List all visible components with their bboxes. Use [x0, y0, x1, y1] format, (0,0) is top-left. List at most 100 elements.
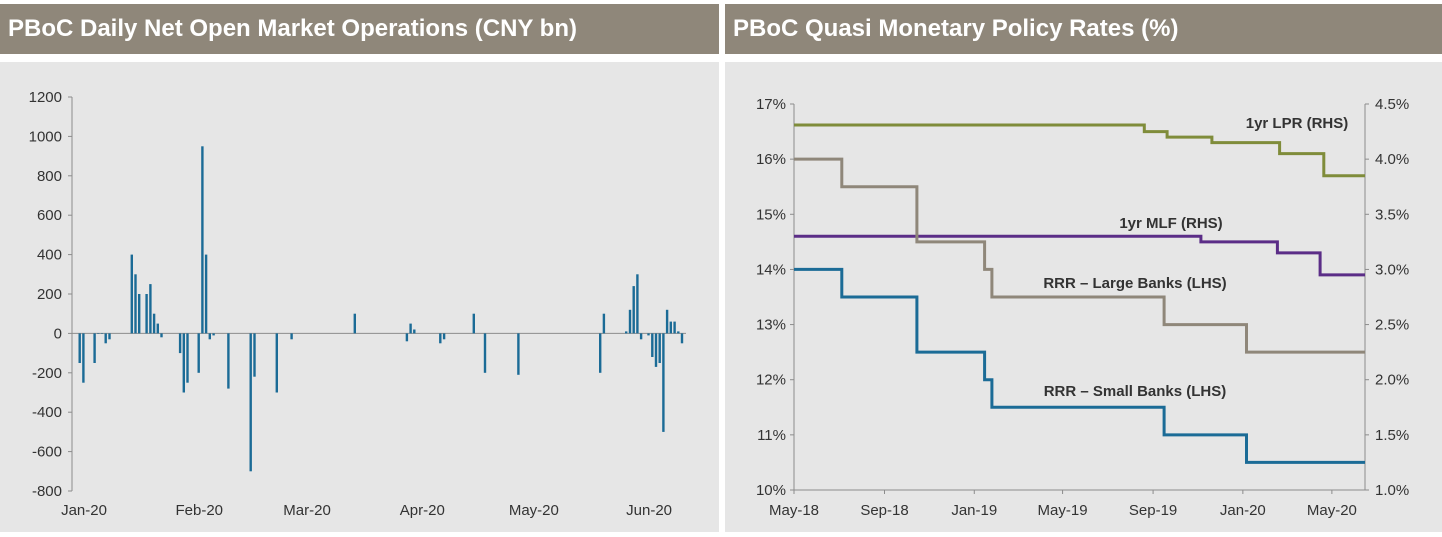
omo-bar [625, 331, 628, 334]
omo-x-tick-label: Jun-20 [626, 502, 672, 519]
omo-x-tick-label: Feb-20 [175, 502, 223, 519]
omo-bar [108, 333, 111, 340]
rates-series-line [794, 234, 1365, 277]
omo-bar [517, 333, 520, 375]
omo-chart-panel: PBoC Daily Net Open Market Operations (C… [0, 0, 719, 537]
omo-bar [227, 333, 230, 389]
omo-bar [156, 323, 159, 334]
rates-chart-title: PBoC Quasi Monetary Policy Rates (%) [725, 4, 1442, 54]
rates-series-label: 1yr LPR (RHS) [1246, 115, 1349, 132]
omo-bar [680, 333, 684, 344]
rates-x-tick-label: Sep-18 [860, 502, 908, 519]
rates-left-tick-label: 15% [756, 206, 786, 223]
rates-right-tick-label: 2.0% [1375, 372, 1409, 389]
omo-bar [290, 333, 293, 340]
omo-y-tick-label: -400 [32, 404, 62, 421]
omo-x-tick-label: Jan-20 [61, 502, 107, 519]
rates-left-tick-label: 11% [757, 427, 786, 444]
rates-plot-area: 17% 16% 15% 14% 13% 12% 11% 10% 4.5% 4.0% 3.5% 3.0%… [725, 62, 1442, 532]
omo-bar [472, 313, 475, 334]
omo-bar [134, 274, 137, 334]
omo-y-tick-label: -800 [32, 483, 62, 500]
omo-plot-area: 1200 1000 800 600 400 200 0 -200 -400 -600 -800 Jan… [0, 62, 719, 532]
omo-bar [677, 331, 680, 334]
omo-bar [275, 333, 278, 393]
omo-y-tick-label: 400 [37, 247, 62, 264]
omo-bar [93, 333, 96, 363]
omo-bar [130, 254, 133, 334]
omo-bar [353, 313, 356, 334]
rates-series-line [794, 123, 1365, 178]
omo-bar [669, 321, 672, 334]
omo-y-tick-label: 600 [37, 207, 62, 224]
omo-bar [409, 323, 412, 334]
rates-left-tick-label: 10% [756, 482, 786, 499]
omo-bar [632, 286, 635, 334]
omo-bar [152, 313, 156, 334]
omo-y-tick-label: -200 [32, 365, 62, 382]
rates-right-tick-label: 3.0% [1375, 261, 1409, 278]
rates-x-tick-label: May-19 [1038, 502, 1088, 519]
omo-x-tick-label: May-20 [509, 502, 559, 519]
rates-chart-panel: PBoC Quasi Monetary Policy Rates (%) 17%… [725, 0, 1442, 537]
omo-bar [658, 333, 661, 363]
rates-right-tick-label: 4.0% [1375, 151, 1409, 168]
omo-bar [104, 333, 107, 344]
rates-left-tick-label: 17% [756, 96, 786, 113]
rates-right-tick-label: 4.5% [1375, 96, 1409, 113]
rates-line-chart: 17% 16% 15% 14% 13% 12% 11% 10% 4.5% 4.0% 3.5% 3.0%… [756, 96, 1409, 519]
omo-bar [483, 333, 487, 373]
omo-chart-title: PBoC Daily Net Open Market Operations (C… [0, 4, 719, 54]
omo-y-tick-label: 1000 [29, 128, 62, 145]
omo-bar [662, 333, 665, 432]
rates-right-tick-label: 2.5% [1375, 317, 1409, 334]
omo-x-tick-label: Apr-20 [400, 502, 445, 519]
rates-series-label: 1yr MLF (RHS) [1119, 215, 1222, 232]
omo-y-tick-label: 200 [37, 286, 62, 303]
omo-bar [208, 333, 211, 340]
omo-bar [665, 309, 669, 334]
omo-bar-chart: 1200 1000 800 600 400 200 0 -200 -400 -600 -800 Jan… [29, 89, 686, 519]
omo-bar [673, 321, 676, 334]
omo-bar [82, 333, 85, 383]
omo-bar [145, 294, 148, 334]
omo-bar [639, 333, 643, 340]
omo-bar [149, 284, 152, 334]
rates-series-line [794, 267, 1365, 464]
omo-y-tick-label: 1200 [29, 89, 62, 106]
omo-bar [654, 333, 658, 367]
omo-bar [636, 274, 639, 334]
rates-right-tick-label: 3.5% [1375, 206, 1409, 223]
rates-series-label: RRR – Large Banks (LHS) [1043, 275, 1226, 292]
omo-y-tick-label: 800 [37, 168, 62, 185]
omo-bar [602, 313, 606, 334]
omo-bar [413, 329, 416, 334]
omo-bar [253, 333, 256, 377]
omo-bar [628, 309, 632, 334]
rates-left-tick-label: 12% [756, 372, 786, 389]
omo-bar [651, 333, 654, 357]
omo-bar [182, 333, 185, 393]
rates-left-tick-label: 13% [756, 317, 786, 334]
rates-series-line [794, 157, 1365, 354]
omo-bar [97, 333, 100, 334]
omo-bar [100, 333, 104, 334]
omo-bar [405, 333, 409, 342]
omo-bar [160, 333, 163, 338]
omo-bar [178, 333, 182, 354]
omo-bar [204, 254, 208, 334]
rates-x-tick-label: May-18 [769, 502, 819, 519]
omo-bar [78, 333, 81, 363]
omo-bar [439, 333, 442, 344]
rates-left-tick-label: 16% [756, 151, 786, 168]
omo-bar [197, 333, 200, 373]
omo-bar [186, 333, 189, 383]
rates-right-tick-label: 1.5% [1375, 427, 1409, 444]
rates-x-tick-label: Jan-20 [1220, 502, 1266, 519]
omo-bar [201, 146, 204, 334]
omo-bar [442, 333, 446, 340]
omo-x-tick-label: Mar-20 [283, 502, 331, 519]
omo-y-tick-label: 0 [54, 325, 62, 342]
omo-bar [249, 333, 252, 472]
omo-bar [138, 294, 141, 334]
